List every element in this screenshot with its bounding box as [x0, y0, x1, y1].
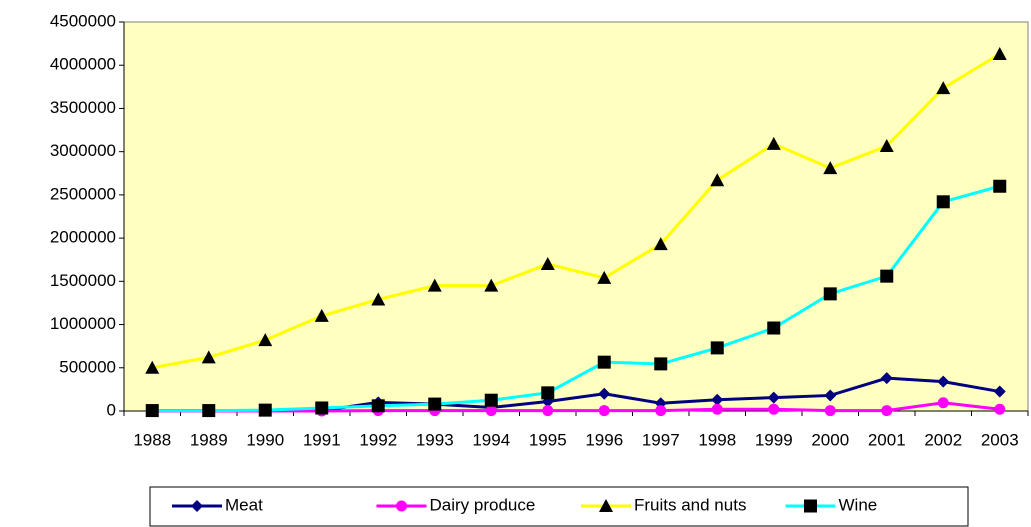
series-line: [151, 52, 1001, 370]
data-point: [711, 393, 724, 406]
data-point: [258, 403, 272, 417]
data-point: [880, 269, 894, 283]
data-point: [880, 372, 893, 385]
data-point: [371, 399, 385, 413]
y-tick-label: 500000: [59, 357, 116, 376]
x-tick-label: 2001: [868, 430, 906, 449]
data-point: [653, 237, 668, 251]
data-point: [879, 139, 894, 153]
x-tick-label: 1999: [755, 430, 793, 449]
x-tick-label: 1989: [190, 430, 228, 449]
x-tick-label: 2000: [811, 430, 849, 449]
data-point: [766, 136, 781, 150]
data-point: [937, 375, 950, 388]
legend-label: Dairy produce: [430, 495, 536, 514]
x-tick-label: 2002: [924, 430, 962, 449]
x-tick-label: 1997: [642, 430, 680, 449]
plot-area: [123, 21, 1029, 412]
y-tick-label: 4500000: [50, 11, 116, 30]
data-point: [710, 173, 725, 187]
data-point: [824, 405, 836, 417]
series-line: [152, 401, 1000, 413]
data-point: [314, 308, 329, 322]
data-point: [710, 341, 724, 355]
data-point: [484, 393, 498, 407]
data-point: [598, 387, 611, 400]
data-point: [428, 397, 442, 411]
data-point: [768, 403, 780, 415]
y-tick-label: 2000000: [50, 228, 116, 247]
x-tick-label: 1990: [246, 430, 284, 449]
data-point: [937, 397, 949, 409]
data-point: [541, 386, 555, 400]
data-point: [201, 350, 216, 364]
data-point: [881, 405, 893, 417]
data-point: [597, 270, 612, 284]
x-tick-label: 2003: [981, 430, 1019, 449]
data-point: [540, 257, 555, 271]
x-tick-label: 1988: [133, 430, 171, 449]
data-point: [484, 278, 499, 292]
data-point: [993, 385, 1006, 398]
data-point: [145, 360, 160, 374]
legend-marker: [396, 500, 407, 512]
y-tick-label: 3500000: [50, 98, 116, 117]
x-tick-label: 1993: [416, 430, 454, 449]
data-point: [824, 389, 837, 402]
y-tick-label: 1000000: [50, 314, 116, 333]
data-point: [936, 195, 950, 209]
y-tick-label: 3000000: [50, 141, 116, 160]
data-point: [202, 404, 216, 418]
data-point: [767, 391, 780, 404]
data-point: [258, 333, 273, 347]
data-point: [992, 46, 1007, 60]
data-point: [371, 292, 386, 306]
data-point: [711, 403, 723, 415]
data-point: [597, 355, 611, 369]
data-point: [315, 401, 329, 415]
y-tick-label: 2500000: [50, 184, 116, 203]
x-tick-label: 1991: [303, 430, 341, 449]
legend-marker: [804, 499, 817, 513]
data-point: [145, 404, 159, 418]
legend-marker: [599, 499, 613, 512]
data-point: [485, 405, 497, 417]
x-tick-label: 1996: [585, 430, 623, 449]
y-tick-label: 1500000: [50, 271, 116, 290]
y-tick-label: 0: [107, 400, 116, 419]
legend-label: Fruits and nuts: [634, 495, 746, 514]
legend-marker: [191, 500, 203, 512]
data-point: [542, 405, 554, 417]
data-point: [654, 357, 668, 371]
legend-label: Meat: [225, 495, 263, 514]
data-point: [655, 405, 667, 417]
data-point: [598, 405, 610, 417]
x-tick-label: 1995: [529, 430, 567, 449]
y-tick-label: 4000000: [50, 55, 116, 74]
x-tick-label: 1998: [698, 430, 736, 449]
data-point: [823, 287, 837, 301]
x-tick-label: 1994: [472, 430, 510, 449]
data-point: [993, 179, 1007, 193]
legend-label: Wine: [839, 495, 878, 514]
series-line: [152, 184, 1001, 413]
data-point: [936, 81, 951, 95]
data-point: [994, 403, 1006, 415]
data-point: [767, 321, 781, 335]
data-point: [427, 278, 442, 292]
x-tick-label: 1992: [359, 430, 397, 449]
data-point: [823, 161, 838, 175]
